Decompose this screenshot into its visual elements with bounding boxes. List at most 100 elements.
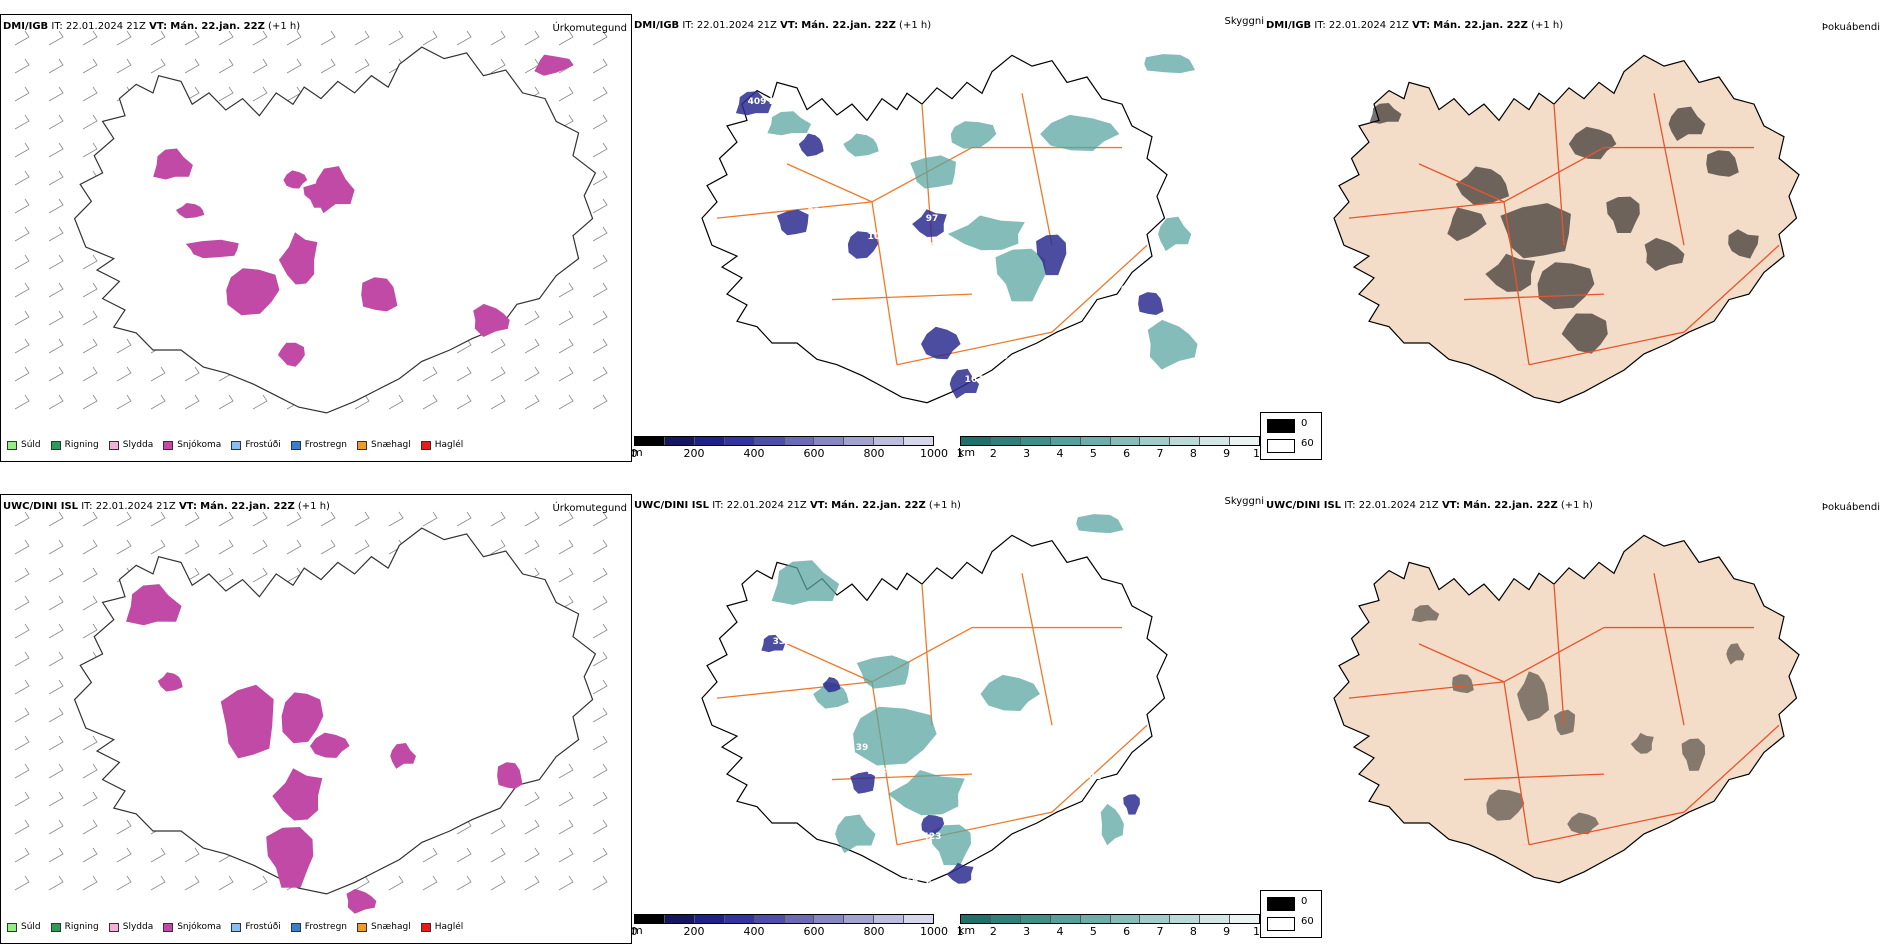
wind-barb (117, 540, 131, 554)
wind-barb (593, 596, 607, 610)
wind-barb (15, 596, 29, 610)
wind-barb (117, 820, 131, 834)
wind-barb (49, 680, 63, 694)
wind-barb (15, 367, 29, 381)
wind-barb (117, 848, 131, 862)
scale-swatch (874, 437, 904, 445)
wind-barb (389, 395, 403, 409)
fog-panel-top: DMI/IGB IT: 22.01.2024 21Z VT: Mán. 22.j… (1264, 14, 1900, 462)
panel-header: DMI/IGB IT: 22.01.2024 21Z VT: Mán. 22.j… (634, 20, 931, 31)
legend-label: Frostregn (305, 922, 347, 932)
wind-barb (15, 652, 29, 666)
wind-barb (185, 395, 199, 409)
cloudbase-label: 49 (996, 352, 1009, 362)
wind-barb (83, 512, 97, 526)
wind-barb (49, 115, 63, 129)
wind-barb (423, 848, 437, 862)
fog-legend: 0 60 (1260, 412, 1322, 460)
wind-barb (15, 227, 29, 241)
wind-barb (389, 512, 403, 526)
wind-barb (491, 876, 505, 890)
panel-title: Þokuábendi (1822, 22, 1880, 33)
scale-ticks: 0 200 400 600 800 1000 (634, 446, 934, 460)
wind-barb (83, 568, 97, 582)
wind-barb (219, 512, 233, 526)
legend-swatch (163, 923, 173, 932)
precip-panel-bottom: UWC/DINI ISL IT: 22.01.2024 21Z VT: Mán.… (0, 494, 632, 944)
scale-tick-label: 9 (1223, 447, 1230, 460)
wind-barb (253, 512, 267, 526)
wind-barb (525, 395, 539, 409)
fog-legend-high-label: 0 (1301, 418, 1307, 429)
wind-barb (491, 512, 505, 526)
wind-barb (15, 283, 29, 297)
scale-swatch (1081, 437, 1111, 445)
wind-barb (15, 59, 29, 73)
cloudbase-scale: 0 200 400 600 800 1000 m (634, 914, 934, 938)
cloudbase-label: 83 (831, 262, 844, 272)
wind-barb (559, 848, 573, 862)
wind-barb (15, 31, 29, 45)
wind-barb (185, 848, 199, 862)
cloudbase-label: 114 (741, 137, 760, 147)
legend-item: Súld (7, 922, 41, 932)
cloudbase-label: 754 (923, 242, 942, 252)
scale-swatch (844, 437, 874, 445)
wind-barb (355, 59, 369, 73)
wind-barb (525, 31, 539, 45)
cloudbase-label: 584 (906, 187, 925, 197)
wind-barb (151, 59, 165, 73)
scale-tick-label: 6 (1123, 447, 1130, 460)
wind-barb (457, 395, 471, 409)
iceland-land (1334, 535, 1799, 882)
wind-barb (185, 876, 199, 890)
wind-barb (83, 283, 97, 297)
wind-barb (593, 255, 607, 269)
scale-swatch (814, 915, 844, 923)
cloudbase-label: 66 (906, 877, 919, 887)
cloudbase-label: 39 (816, 767, 829, 777)
panel-title: Úrkomutegund (552, 23, 627, 34)
wind-barb (593, 568, 607, 582)
scale-swatch (991, 915, 1021, 923)
wind-barb (117, 512, 131, 526)
wind-barb (253, 395, 267, 409)
legend-swatch (163, 441, 173, 450)
cloudbase-label: 52 (1098, 229, 1111, 239)
wind-barb (49, 171, 63, 185)
scale-swatch (635, 915, 665, 923)
wind-barb (321, 540, 335, 554)
scale-swatch (961, 437, 991, 445)
wind-barb (185, 540, 199, 554)
wind-barb (219, 395, 233, 409)
scale-swatch (904, 915, 933, 923)
wind-barb (83, 311, 97, 325)
legend-item: Slydda (109, 922, 153, 932)
scale-swatch (785, 437, 815, 445)
wind-barb (219, 568, 233, 582)
wind-barb (83, 339, 97, 353)
scale-bar (960, 436, 1260, 446)
wind-barb (15, 540, 29, 554)
wind-barb (83, 255, 97, 269)
wind-barb (49, 367, 63, 381)
wind-barb (559, 568, 573, 582)
wind-barb (15, 876, 29, 890)
wind-barb (593, 227, 607, 241)
scale-bar (634, 436, 934, 446)
scale-swatch (1170, 915, 1200, 923)
legend-item: Frostregn (291, 922, 347, 932)
wind-barb (253, 540, 267, 554)
legend-swatch (291, 923, 301, 932)
visibility-map-bottom: 302 33639 23639 238 14242327366 65 (632, 494, 1262, 914)
wind-barb (525, 311, 539, 325)
scale-tick-label: 200 (684, 447, 705, 460)
cloudbase-label: 236 (935, 743, 954, 753)
wind-barb (559, 367, 573, 381)
wind-barb (49, 764, 63, 778)
wind-barb (593, 339, 607, 353)
wind-barb (389, 31, 403, 45)
cloudbase-label: 99 (934, 387, 947, 397)
wind-barb (15, 143, 29, 157)
scale-tick-label: 600 (804, 925, 825, 938)
